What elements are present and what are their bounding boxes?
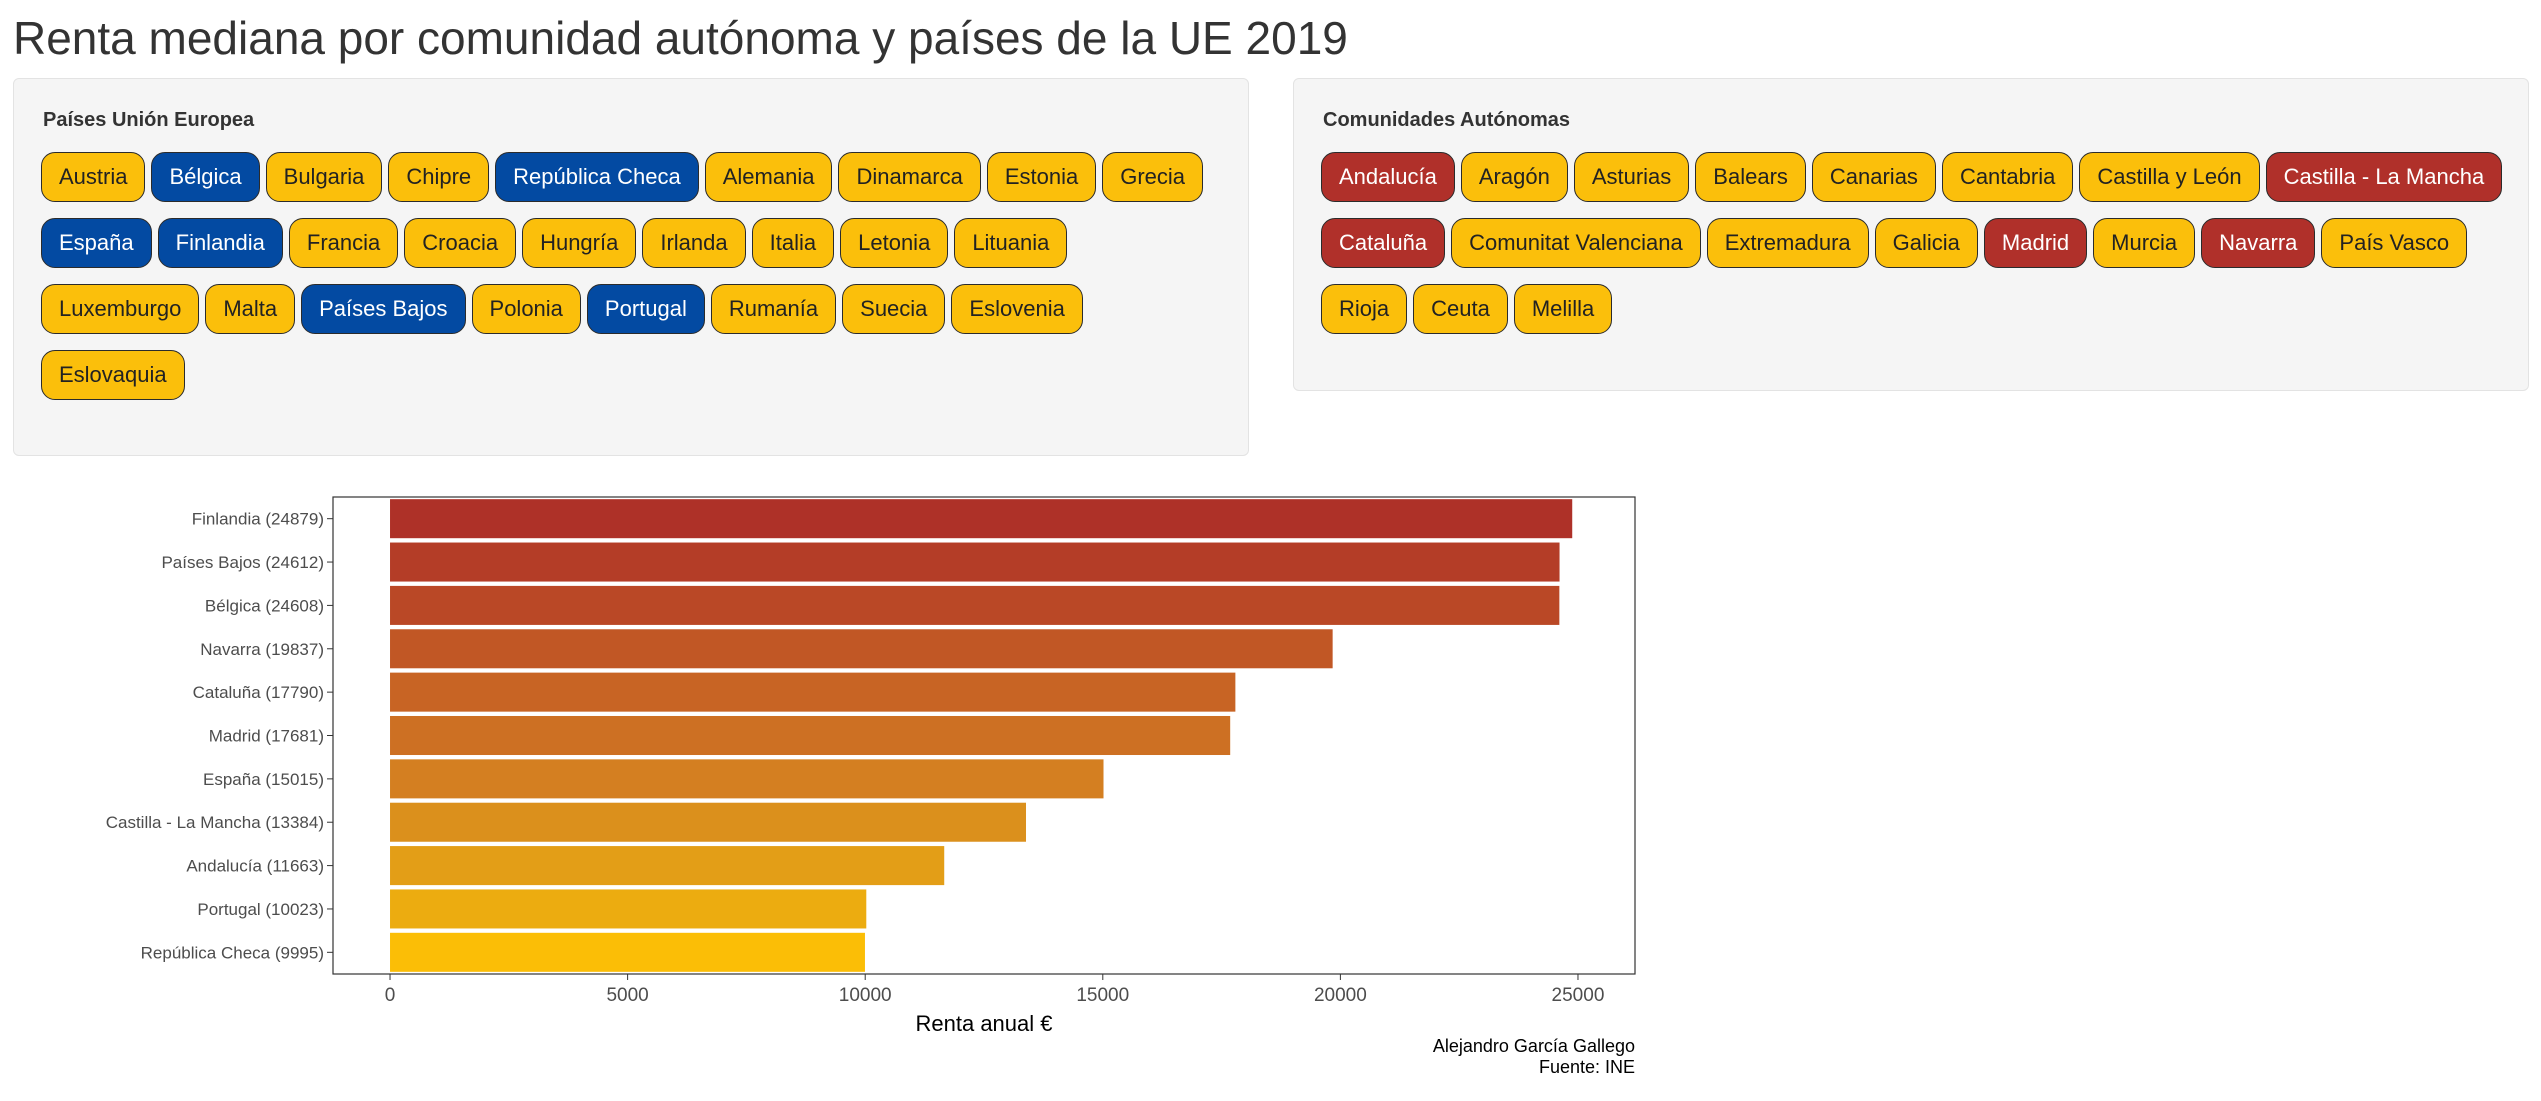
bar	[390, 802, 1027, 842]
y-tick-label: Portugal (10023)	[197, 900, 324, 919]
x-tick-label: 10000	[839, 985, 892, 1006]
bar	[390, 672, 1236, 712]
eu-countries-label: Países Unión Europea	[43, 109, 255, 131]
eu-country-letonia-toggle[interactable]: Letonia	[840, 218, 949, 268]
community-galicia-toggle[interactable]: Galicia	[1874, 218, 1978, 268]
eu-country-italia-toggle[interactable]: Italia	[751, 218, 835, 268]
eu-country-rumania-toggle[interactable]: Rumanía	[710, 284, 837, 334]
community-navarra-toggle[interactable]: Navarra	[2201, 218, 2316, 268]
y-tick-label: Andalucía (11663)	[186, 857, 324, 876]
community-balears-toggle[interactable]: Balears	[1695, 152, 1806, 202]
community-canarias-toggle[interactable]: Canarias	[1811, 152, 1936, 202]
community-cantabria-toggle[interactable]: Cantabria	[1941, 152, 2074, 202]
x-tick-label: 0	[385, 985, 396, 1006]
bar	[390, 585, 1560, 625]
community-rioja-toggle[interactable]: Rioja	[1321, 284, 1408, 334]
eu-country-austria-toggle[interactable]: Austria	[41, 152, 146, 202]
eu-country-espana-toggle[interactable]: España	[41, 218, 152, 268]
community-melilla-toggle[interactable]: Melilla	[1513, 284, 1613, 334]
eu-country-alemania-toggle[interactable]: Alemania	[704, 152, 833, 202]
eu-country-eslovenia-toggle[interactable]: Eslovenia	[951, 284, 1083, 334]
chart-caption: Fuente: INE	[1539, 1057, 1635, 1077]
x-tick-label: 15000	[1076, 985, 1129, 1006]
bar	[390, 759, 1104, 799]
community-comunitat-valenciana-toggle[interactable]: Comunitat Valenciana	[1451, 218, 1701, 268]
page-title: Renta mediana por comunidad autónoma y p…	[13, 12, 1348, 64]
community-madrid-toggle[interactable]: Madrid	[1983, 218, 2088, 268]
eu-country-luxemburgo-toggle[interactable]: Luxemburgo	[41, 284, 200, 334]
bar	[390, 629, 1333, 669]
community-andalucia-toggle[interactable]: Andalucía	[1321, 152, 1455, 202]
y-tick-label: Bélgica (24608)	[205, 596, 324, 615]
x-tick-label: 20000	[1314, 985, 1367, 1006]
eu-country-chipre-toggle[interactable]: Chipre	[388, 152, 490, 202]
eu-countries-panel: Países Unión Europea Austria Bélgica Bulga…	[13, 78, 1249, 456]
autonomous-communities-panel: Comunidades Autónomas Andalucía Aragón Ast…	[1293, 78, 2529, 391]
community-cataluna-toggle[interactable]: Cataluña	[1321, 218, 1446, 268]
y-tick-label: Finlandia (24879)	[192, 510, 324, 529]
eu-country-malta-toggle[interactable]: Malta	[205, 284, 296, 334]
y-tick-label: Países Bajos (24612)	[161, 553, 324, 572]
community-pais-vasco-toggle[interactable]: País Vasco	[2321, 218, 2468, 268]
x-tick-label: 5000	[606, 985, 648, 1006]
y-tick-label: Castilla - La Mancha (13384)	[106, 813, 324, 832]
eu-country-grecia-toggle[interactable]: Grecia	[1102, 152, 1203, 202]
bar	[390, 932, 865, 972]
bar	[390, 499, 1573, 539]
bar	[390, 889, 867, 929]
x-tick-label: 25000	[1552, 985, 1605, 1006]
autonomous-communities-button-group: Andalucía Aragón Asturias Balears Canarias Ca…	[1321, 152, 2511, 334]
eu-country-irlanda-toggle[interactable]: Irlanda	[642, 218, 746, 268]
x-axis-title: Renta anual €	[916, 1011, 1053, 1036]
eu-country-hungria-toggle[interactable]: Hungría	[522, 218, 637, 268]
eu-country-polonia-toggle[interactable]: Polonia	[471, 284, 581, 334]
y-tick-label: Navarra (19837)	[200, 640, 324, 659]
community-murcia-toggle[interactable]: Murcia	[2093, 218, 2196, 268]
bar	[390, 846, 945, 886]
eu-countries-button-group: Austria Bélgica Bulgaria Chipre República Ch…	[41, 152, 1231, 400]
community-ceuta-toggle[interactable]: Ceuta	[1413, 284, 1508, 334]
autonomous-communities-label: Comunidades Autónomas	[1323, 109, 1571, 131]
eu-country-belgica-toggle[interactable]: Bélgica	[151, 152, 260, 202]
eu-country-croacia-toggle[interactable]: Croacia	[404, 218, 517, 268]
y-tick-label: España (15015)	[203, 770, 324, 789]
community-castilla-la-mancha-toggle[interactable]: Castilla - La Mancha	[2265, 152, 2503, 202]
y-tick-label: República Checa (9995)	[141, 943, 324, 962]
bar	[390, 715, 1231, 756]
eu-country-estonia-toggle[interactable]: Estonia	[986, 152, 1097, 202]
y-tick-label: Madrid (17681)	[209, 727, 324, 746]
income-bar-chart: Finlandia (24879) Países Bajos (24612) Bél…	[106, 496, 1636, 1077]
bar	[390, 542, 1560, 582]
eu-country-paises-bajos-toggle[interactable]: Países Bajos	[301, 284, 466, 334]
eu-country-lituania-toggle[interactable]: Lituania	[954, 218, 1068, 268]
eu-country-portugal-toggle[interactable]: Portugal	[586, 284, 705, 334]
chart-caption: Alejandro García Gallego	[1433, 1036, 1635, 1056]
community-asturias-toggle[interactable]: Asturias	[1573, 152, 1690, 202]
community-extremadura-toggle[interactable]: Extremadura	[1706, 218, 1869, 268]
eu-country-bulgaria-toggle[interactable]: Bulgaria	[265, 152, 383, 202]
eu-country-republica-checa-toggle[interactable]: República Checa	[495, 152, 699, 202]
eu-country-finlandia-toggle[interactable]: Finlandia	[157, 218, 283, 268]
eu-country-francia-toggle[interactable]: Francia	[288, 218, 399, 268]
eu-country-dinamarca-toggle[interactable]: Dinamarca	[838, 152, 981, 202]
eu-country-suecia-toggle[interactable]: Suecia	[842, 284, 946, 334]
eu-country-eslovaquia-toggle[interactable]: Eslovaquia	[41, 350, 185, 400]
community-castilla-y-leon-toggle[interactable]: Castilla y León	[2079, 152, 2260, 202]
y-tick-label: Cataluña (17790)	[193, 683, 324, 702]
community-aragon-toggle[interactable]: Aragón	[1460, 152, 1568, 202]
